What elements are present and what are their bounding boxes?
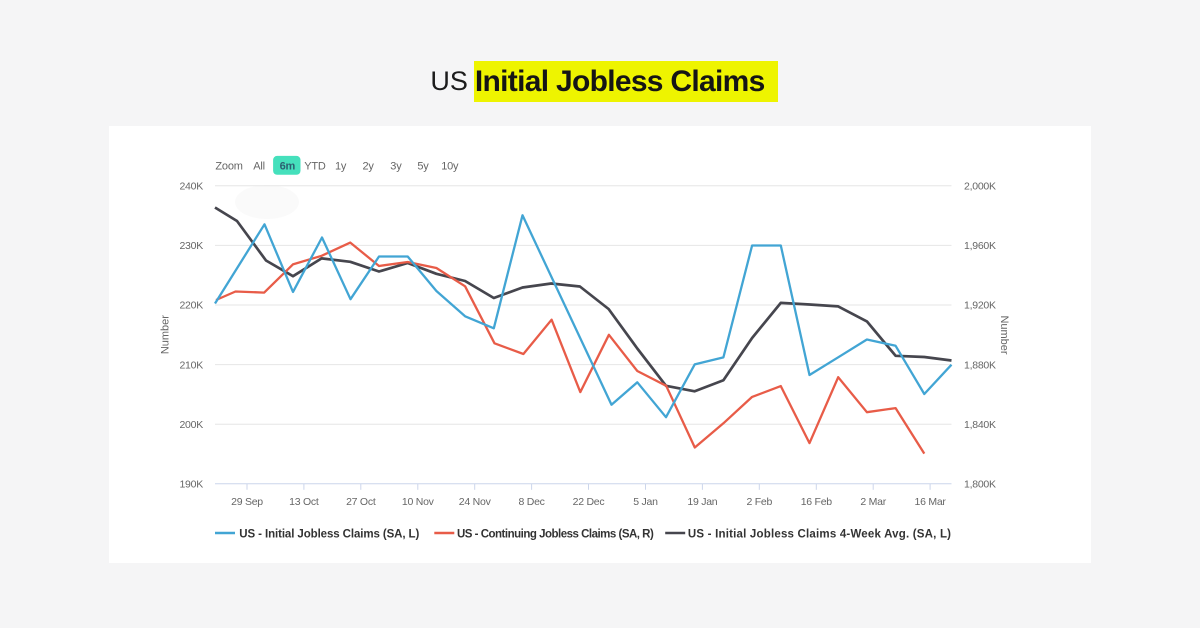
svg-text:All: All bbox=[253, 160, 265, 172]
svg-text:8 Dec: 8 Dec bbox=[519, 496, 545, 508]
svg-text:1y: 1y bbox=[335, 160, 347, 172]
svg-text:10 Nov: 10 Nov bbox=[402, 496, 435, 508]
svg-text:16 Mar: 16 Mar bbox=[915, 496, 947, 508]
svg-text:Number: Number bbox=[160, 315, 172, 354]
svg-text:US - Initial Jobless Claims (S: US - Initial Jobless Claims (SA, L) bbox=[239, 528, 419, 540]
svg-text:19 Jan: 19 Jan bbox=[687, 496, 717, 508]
svg-text:5 Jan: 5 Jan bbox=[633, 496, 658, 508]
svg-text:Number: Number bbox=[998, 315, 1010, 354]
svg-text:22 Dec: 22 Dec bbox=[573, 496, 605, 508]
svg-text:10y: 10y bbox=[441, 160, 459, 172]
svg-text:29 Sep: 29 Sep bbox=[231, 496, 263, 508]
svg-text:13 Oct: 13 Oct bbox=[289, 496, 319, 508]
svg-text:16 Feb: 16 Feb bbox=[801, 496, 833, 508]
svg-text:24 Nov: 24 Nov bbox=[459, 496, 492, 508]
svg-text:1,920K: 1,920K bbox=[964, 300, 996, 312]
svg-text:2,000K: 2,000K bbox=[964, 181, 996, 193]
svg-text:1,960K: 1,960K bbox=[964, 240, 996, 252]
svg-text:YTD: YTD bbox=[304, 160, 326, 172]
svg-text:5y: 5y bbox=[417, 160, 429, 172]
svg-text:210K: 210K bbox=[179, 359, 203, 371]
svg-text:240K: 240K bbox=[179, 181, 203, 193]
svg-text:230K: 230K bbox=[179, 240, 203, 252]
svg-text:3y: 3y bbox=[390, 160, 402, 172]
svg-text:1,800K: 1,800K bbox=[964, 479, 996, 491]
svg-text:Zoom: Zoom bbox=[215, 160, 242, 172]
svg-text:220K: 220K bbox=[179, 300, 203, 312]
svg-text:US - Initial Jobless Claims 4-: US - Initial Jobless Claims 4-Week Avg. … bbox=[688, 528, 951, 540]
svg-text:6m: 6m bbox=[280, 160, 296, 172]
svg-text:190K: 190K bbox=[179, 479, 203, 491]
svg-text:2y: 2y bbox=[363, 160, 375, 172]
svg-text:US - Continuing Jobless Claims: US - Continuing Jobless Claims (SA, R) bbox=[457, 528, 654, 540]
svg-text:27 Oct: 27 Oct bbox=[346, 496, 376, 508]
svg-text:1,880K: 1,880K bbox=[964, 359, 996, 371]
svg-text:2 Mar: 2 Mar bbox=[860, 496, 886, 508]
svg-text:200K: 200K bbox=[179, 419, 203, 431]
svg-text:1,840K: 1,840K bbox=[964, 419, 996, 431]
svg-text:2 Feb: 2 Feb bbox=[746, 496, 772, 508]
